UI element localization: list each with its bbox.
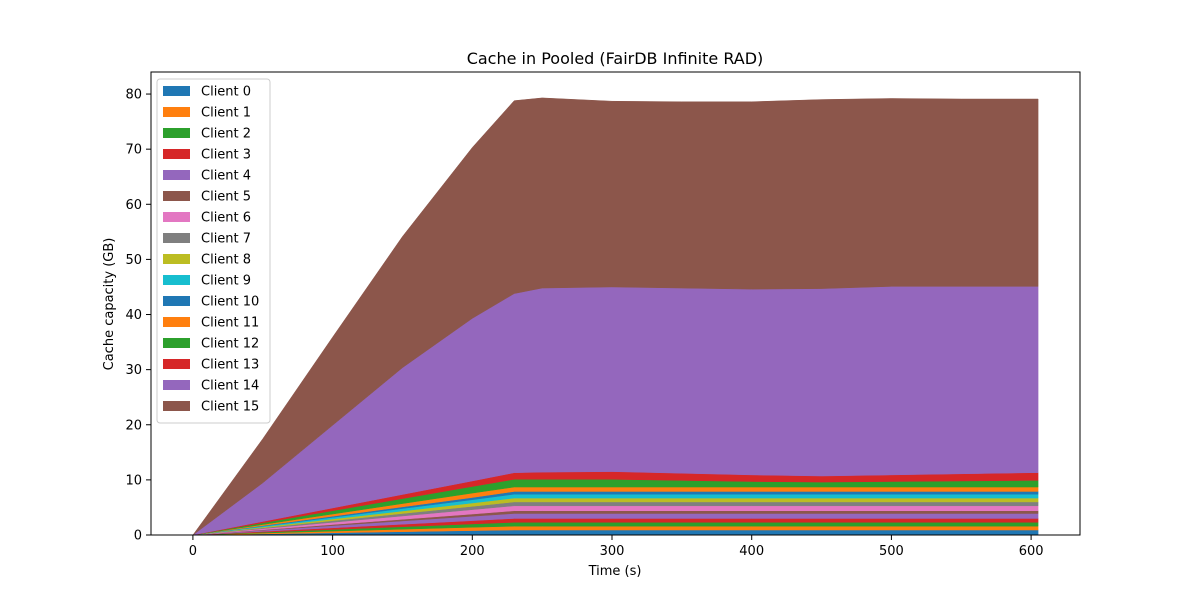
legend-label-3: Client 3 xyxy=(201,148,251,163)
legend-label-9: Client 9 xyxy=(201,274,251,289)
legend-swatch-10 xyxy=(163,296,190,306)
legend-label-1: Client 1 xyxy=(201,106,251,121)
legend-label-7: Client 7 xyxy=(201,232,251,247)
x-axis-ticks: 0 100 200 300 400 500 600 xyxy=(189,535,1044,559)
y-tick-label-0: 0 xyxy=(134,529,142,544)
y-tick-label-1: 10 xyxy=(125,473,142,488)
area-layers xyxy=(192,97,1039,536)
x-tick-label-5: 500 xyxy=(879,544,904,559)
legend-swatch-9 xyxy=(163,275,190,285)
legend-label-12: Client 12 xyxy=(201,337,259,352)
legend-swatch-2 xyxy=(163,128,190,138)
legend-swatch-8 xyxy=(163,254,190,264)
legend-swatch-0 xyxy=(163,86,190,96)
y-tick-label-5: 50 xyxy=(125,253,142,268)
x-tick-label-3: 300 xyxy=(600,544,625,559)
legend-label-8: Client 8 xyxy=(201,253,251,268)
legend-swatch-12 xyxy=(163,338,190,348)
legend-swatch-11 xyxy=(163,317,190,327)
x-tick-label-4: 400 xyxy=(739,544,764,559)
legend-label-5: Client 5 xyxy=(201,190,251,205)
legend-label-4: Client 4 xyxy=(201,169,251,184)
y-axis-ticks: 0 10 20 30 40 50 60 70 80 xyxy=(125,88,151,544)
y-tick-label-7: 70 xyxy=(125,143,142,158)
legend-swatch-15 xyxy=(163,401,190,411)
y-tick-label-2: 20 xyxy=(125,418,142,433)
legend: Client 0 Client 1 Client 2 Client 3 Client 4… xyxy=(156,78,271,424)
legend-label-15: Client 15 xyxy=(201,400,259,415)
x-tick-label-6: 600 xyxy=(1019,544,1044,559)
legend-label-13: Client 13 xyxy=(201,358,259,373)
x-tick-label-1: 100 xyxy=(320,544,345,559)
legend-swatch-6 xyxy=(163,212,190,222)
y-tick-label-8: 80 xyxy=(125,88,142,103)
area-series-15 xyxy=(192,97,1039,536)
legend-swatch-4 xyxy=(163,170,190,180)
legend-swatch-3 xyxy=(163,149,190,159)
legend-swatch-13 xyxy=(163,359,190,369)
legend-box xyxy=(156,78,271,424)
axes-frame xyxy=(150,71,1081,536)
y-tick-label-4: 40 xyxy=(125,308,142,323)
y-tick-label-3: 30 xyxy=(125,363,142,378)
chart-title: Cache in Pooled (FairDB Infinite RAD) xyxy=(467,49,764,68)
legend-swatch-5 xyxy=(163,191,190,201)
legend-swatch-7 xyxy=(163,233,190,243)
legend-label-0: Client 0 xyxy=(201,85,251,100)
legend-label-6: Client 6 xyxy=(201,211,251,226)
legend-label-11: Client 11 xyxy=(201,316,259,331)
y-tick-label-6: 60 xyxy=(125,198,142,213)
legend-label-14: Client 14 xyxy=(201,379,259,394)
legend-swatch-1 xyxy=(163,107,190,117)
x-tick-label-2: 200 xyxy=(460,544,485,559)
y-axis-label: Cache capacity (GB) xyxy=(102,238,117,371)
x-axis-label: Time (s) xyxy=(588,564,642,579)
legend-swatch-14 xyxy=(163,380,190,390)
x-tick-label-0: 0 xyxy=(189,544,197,559)
legend-label-10: Client 10 xyxy=(201,295,259,310)
legend-label-2: Client 2 xyxy=(201,127,251,142)
